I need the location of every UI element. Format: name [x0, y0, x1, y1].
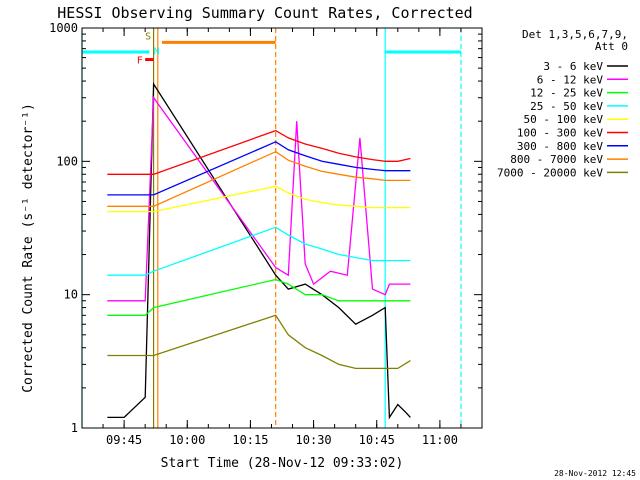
axes-frame [81, 27, 483, 429]
legend-label-4: 50 - 100 keV [524, 113, 604, 126]
legend-label-3: 25 - 50 keV [530, 100, 603, 113]
legend-label-6: 300 - 800 keV [517, 140, 603, 153]
x-tick-label-0: 09:45 [106, 433, 142, 447]
y-axis-label: Corrected Count Rate (s⁻¹ detector⁻¹) [21, 103, 36, 393]
x-tick-label-1: 10:00 [169, 433, 205, 447]
series-line-3 [107, 226, 411, 276]
plot-axes: 1 10 100 1000 09:45 10:00 10:15 10:30 10:45 11:00 [49, 21, 483, 447]
series-line-4 [107, 185, 411, 213]
status-label-S: S [145, 31, 151, 42]
legend-label-5: 100 - 300 keV [517, 127, 603, 140]
legend-header-0: Det 1,3,5,6,7,9, [522, 28, 628, 41]
series-line-5 [107, 129, 411, 175]
legend-label-8: 7000 - 20000 keV [497, 166, 603, 179]
y-tick-label-1: 10 [64, 288, 78, 302]
legend-header-1: Att 0 [595, 40, 628, 53]
footer-timestamp: 28-Nov-2012 12:45 [554, 469, 636, 478]
series-line-1 [107, 95, 411, 302]
x-tick-label-4: 10:45 [359, 433, 395, 447]
series-line-0 [107, 81, 411, 420]
chart-title: HESSI Observing Summary Count Rates, Cor… [57, 4, 472, 22]
legend-label-7: 800 - 7000 keV [510, 153, 603, 166]
status-label-F: F [137, 56, 143, 67]
legend-label-1: 6 - 12 keV [537, 73, 604, 86]
y-tick-label-2: 100 [56, 154, 78, 168]
legend-label-0: 3 - 6 keV [543, 60, 603, 73]
series-line-7 [107, 150, 411, 207]
x-tick-label-3: 10:30 [296, 433, 332, 447]
y-tick-label-0: 1 [71, 421, 78, 435]
status-label-N: N [154, 46, 160, 57]
x-tick-label-2: 10:15 [232, 433, 268, 447]
x-tick-label-5: 11:00 [422, 433, 458, 447]
legend-label-2: 12 - 25 keV [530, 87, 603, 100]
plot-area: F SN [81, 28, 462, 428]
y-tick-label-3: 1000 [49, 21, 78, 35]
series-line-8 [107, 314, 411, 370]
series-line-2 [107, 278, 411, 316]
series-line-6 [107, 141, 411, 196]
x-axis-label: Start Time (28-Nov-12 09:33:02) [161, 456, 404, 471]
